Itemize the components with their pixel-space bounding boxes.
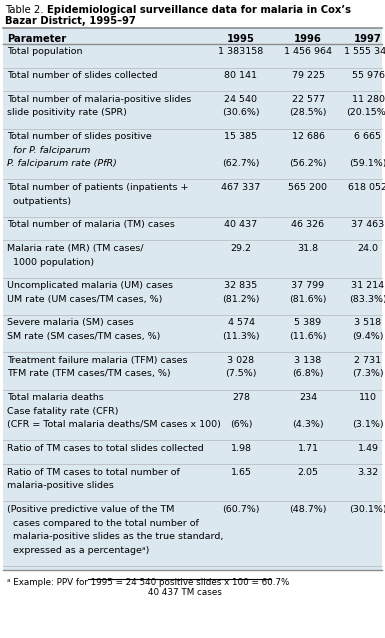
Text: (60.7%): (60.7%) bbox=[222, 505, 260, 514]
Text: Severe malaria (SM) cases: Severe malaria (SM) cases bbox=[7, 318, 134, 327]
Text: slide positivity rate (SPR): slide positivity rate (SPR) bbox=[7, 108, 127, 117]
Text: 31.8: 31.8 bbox=[298, 244, 318, 253]
Text: Ratio of TM cases to total slides collected: Ratio of TM cases to total slides collec… bbox=[7, 444, 204, 453]
Text: Total number of slides collected: Total number of slides collected bbox=[7, 71, 157, 80]
Text: ᵃ Example: PPV for 1995 = 24 540 positive slides x 100 = 60.7%: ᵃ Example: PPV for 1995 = 24 540 positiv… bbox=[7, 578, 290, 587]
Text: (CFR = Total malaria deaths/SM cases x 100): (CFR = Total malaria deaths/SM cases x 1… bbox=[7, 420, 221, 429]
Text: 37 463: 37 463 bbox=[352, 220, 385, 229]
Text: malaria-positive slides as the true standard,: malaria-positive slides as the true stan… bbox=[7, 532, 223, 541]
Text: 1 383158: 1 383158 bbox=[218, 47, 264, 57]
Text: Total population: Total population bbox=[7, 47, 82, 57]
Text: 618 052: 618 052 bbox=[348, 183, 385, 192]
Text: 46 326: 46 326 bbox=[291, 220, 325, 229]
Text: 3 138: 3 138 bbox=[295, 356, 321, 365]
Text: 31 214: 31 214 bbox=[352, 281, 385, 290]
Text: 29.2: 29.2 bbox=[231, 244, 251, 253]
Text: 24.0: 24.0 bbox=[358, 244, 378, 253]
Text: Total number of slides positive: Total number of slides positive bbox=[7, 132, 152, 141]
Text: 79 225: 79 225 bbox=[291, 71, 325, 80]
Text: 5 389: 5 389 bbox=[295, 318, 321, 327]
Text: 6 665: 6 665 bbox=[355, 132, 382, 141]
Text: Ratio of TM cases to total number of: Ratio of TM cases to total number of bbox=[7, 468, 180, 477]
Text: (7.3%): (7.3%) bbox=[352, 369, 384, 378]
Text: Table 2.: Table 2. bbox=[5, 5, 47, 15]
Bar bbox=[3, 28, 382, 570]
Text: (59.1%): (59.1%) bbox=[349, 160, 385, 168]
Text: 3 028: 3 028 bbox=[228, 356, 254, 365]
Text: Bazar District, 1995–97: Bazar District, 1995–97 bbox=[5, 16, 136, 26]
Text: 15 385: 15 385 bbox=[224, 132, 258, 141]
Text: Total number of malaria (TM) cases: Total number of malaria (TM) cases bbox=[7, 220, 175, 229]
Text: SM rate (SM cases/TM cases, %): SM rate (SM cases/TM cases, %) bbox=[7, 332, 161, 341]
Text: 40 437 TM cases: 40 437 TM cases bbox=[148, 588, 222, 597]
Text: 37 799: 37 799 bbox=[291, 281, 325, 290]
Text: UM rate (UM cases/TM cases, %): UM rate (UM cases/TM cases, %) bbox=[7, 295, 162, 304]
Text: (81.2%): (81.2%) bbox=[222, 295, 260, 304]
Text: 1997: 1997 bbox=[354, 34, 382, 44]
Text: 234: 234 bbox=[299, 393, 317, 402]
Text: (30.1%): (30.1%) bbox=[349, 505, 385, 514]
Text: 1995: 1995 bbox=[227, 34, 255, 44]
Text: (20.15%): (20.15%) bbox=[346, 108, 385, 117]
Text: (Positive predictive value of the TM: (Positive predictive value of the TM bbox=[7, 505, 174, 514]
Text: Total number of patients (inpatients +: Total number of patients (inpatients + bbox=[7, 183, 189, 192]
Text: Uncomplicated malaria (UM) cases: Uncomplicated malaria (UM) cases bbox=[7, 281, 173, 290]
Text: 12 686: 12 686 bbox=[291, 132, 325, 141]
Text: 22 577: 22 577 bbox=[291, 95, 325, 104]
Text: 55 976: 55 976 bbox=[352, 71, 385, 80]
Text: Total number of malaria-positive slides: Total number of malaria-positive slides bbox=[7, 95, 191, 104]
Text: 467 337: 467 337 bbox=[221, 183, 261, 192]
Text: (6.8%): (6.8%) bbox=[292, 369, 324, 378]
Text: Parameter: Parameter bbox=[7, 34, 66, 44]
Text: Malaria rate (MR) (TM cases/: Malaria rate (MR) (TM cases/ bbox=[7, 244, 144, 253]
Text: outpatients): outpatients) bbox=[7, 197, 71, 205]
Text: (83.3%): (83.3%) bbox=[349, 295, 385, 304]
Text: (11.3%): (11.3%) bbox=[222, 332, 260, 341]
Text: (7.5%): (7.5%) bbox=[225, 369, 257, 378]
Text: (11.6%): (11.6%) bbox=[289, 332, 327, 341]
Text: Treatment failure malaria (TFM) cases: Treatment failure malaria (TFM) cases bbox=[7, 356, 187, 365]
Text: (9.4%): (9.4%) bbox=[352, 332, 384, 341]
Text: (6%): (6%) bbox=[230, 420, 252, 429]
Text: 1.98: 1.98 bbox=[231, 444, 251, 453]
Text: (4.3%): (4.3%) bbox=[292, 420, 324, 429]
Text: for P. falciparum: for P. falciparum bbox=[7, 145, 90, 154]
Text: 2 731: 2 731 bbox=[355, 356, 382, 365]
Text: (3.1%): (3.1%) bbox=[352, 420, 384, 429]
Text: 3.32: 3.32 bbox=[357, 468, 378, 477]
Text: TFM rate (TFM cases/TM cases, %): TFM rate (TFM cases/TM cases, %) bbox=[7, 369, 171, 378]
Text: (56.2%): (56.2%) bbox=[289, 160, 327, 168]
Text: (48.7%): (48.7%) bbox=[289, 505, 327, 514]
Text: 1.49: 1.49 bbox=[358, 444, 378, 453]
Text: expressed as a percentageᵃ): expressed as a percentageᵃ) bbox=[7, 546, 149, 555]
Text: 40 437: 40 437 bbox=[224, 220, 258, 229]
Text: 1000 population): 1000 population) bbox=[7, 258, 94, 267]
Text: 11 280: 11 280 bbox=[352, 95, 385, 104]
Text: 32 835: 32 835 bbox=[224, 281, 258, 290]
Text: Case fatality rate (CFR): Case fatality rate (CFR) bbox=[7, 406, 119, 416]
Text: P. falciparum rate (PfR): P. falciparum rate (PfR) bbox=[7, 160, 117, 168]
Text: (28.5%): (28.5%) bbox=[289, 108, 327, 117]
Text: 1.71: 1.71 bbox=[298, 444, 318, 453]
Text: 24 540: 24 540 bbox=[224, 95, 258, 104]
Text: cases compared to the total number of: cases compared to the total number of bbox=[7, 519, 199, 528]
Text: 1 456 964: 1 456 964 bbox=[284, 47, 332, 57]
Text: malaria-positive slides: malaria-positive slides bbox=[7, 481, 114, 490]
Text: 110: 110 bbox=[359, 393, 377, 402]
Text: Total malaria deaths: Total malaria deaths bbox=[7, 393, 104, 402]
Text: Epidemiological surveillance data for malaria in Cox’s: Epidemiological surveillance data for ma… bbox=[47, 5, 351, 15]
Text: 2.05: 2.05 bbox=[298, 468, 318, 477]
Text: 1.65: 1.65 bbox=[231, 468, 251, 477]
Text: 278: 278 bbox=[232, 393, 250, 402]
Text: 1 555 347: 1 555 347 bbox=[344, 47, 385, 57]
Text: 80 141: 80 141 bbox=[224, 71, 258, 80]
Text: (81.6%): (81.6%) bbox=[289, 295, 327, 304]
Text: (62.7%): (62.7%) bbox=[222, 160, 260, 168]
Text: 4 574: 4 574 bbox=[228, 318, 254, 327]
Text: 3 518: 3 518 bbox=[355, 318, 382, 327]
Text: (30.6%): (30.6%) bbox=[222, 108, 260, 117]
Text: 1996: 1996 bbox=[294, 34, 322, 44]
Text: 565 200: 565 200 bbox=[288, 183, 328, 192]
